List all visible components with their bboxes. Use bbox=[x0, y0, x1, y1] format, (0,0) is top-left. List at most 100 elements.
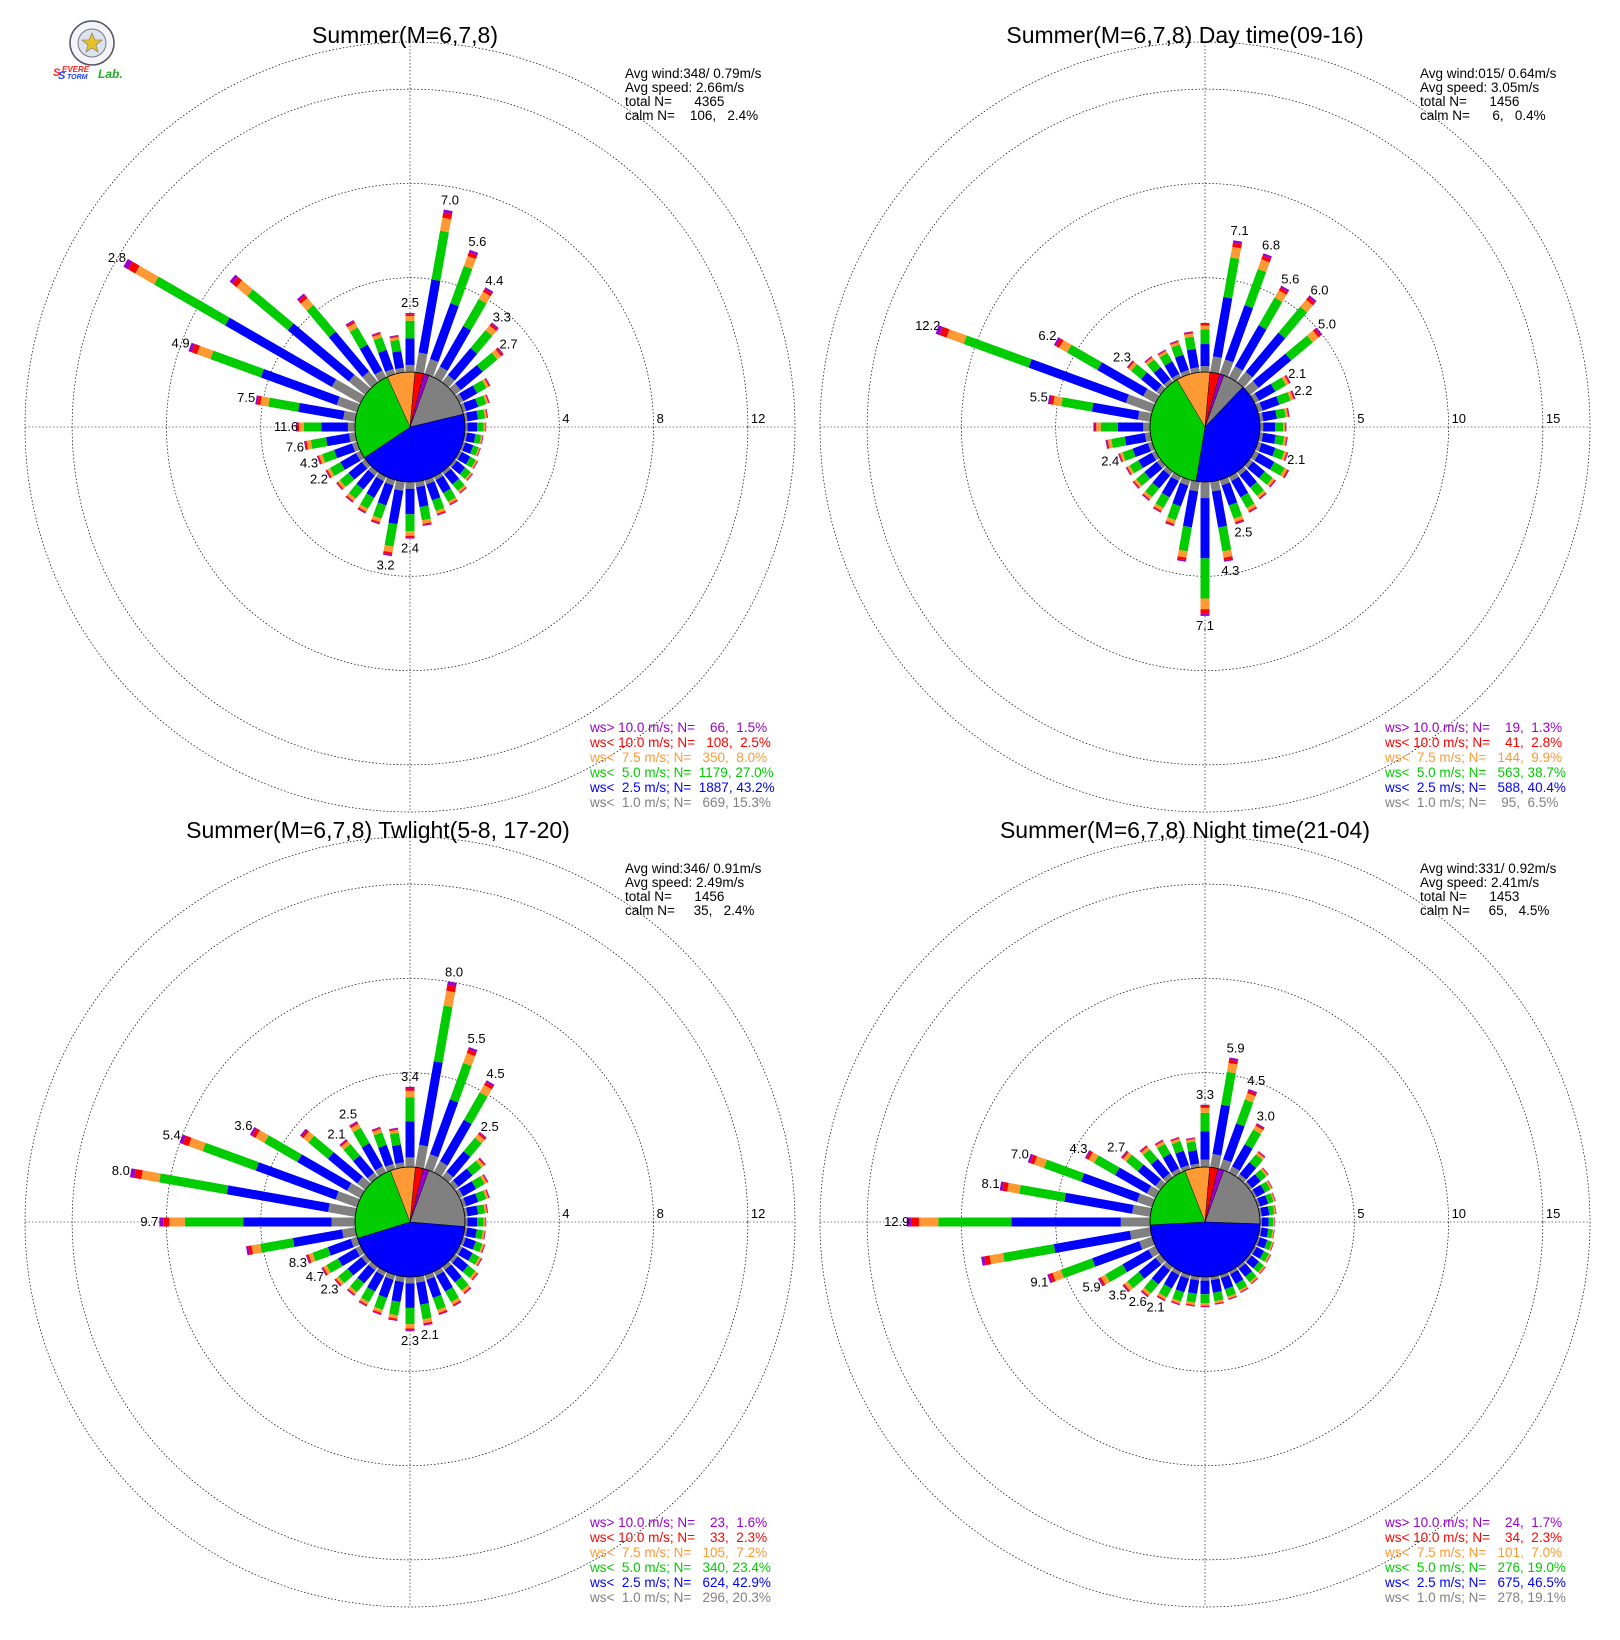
sector-bar-segment bbox=[486, 394, 490, 403]
sector-bar-segment bbox=[1261, 1217, 1269, 1227]
sector-bar-segment bbox=[1227, 1293, 1237, 1299]
sector-bar-segment bbox=[196, 345, 214, 360]
sector-bar-segment bbox=[346, 492, 356, 502]
sector-bar-segment bbox=[1245, 332, 1286, 378]
bar-value-label: 7.0 bbox=[1011, 1147, 1029, 1162]
sector-bar-segment bbox=[1133, 480, 1140, 489]
sector-bar-segment bbox=[339, 472, 355, 487]
sector-bar bbox=[321, 1245, 365, 1276]
sector-bar-segment bbox=[322, 1266, 328, 1276]
sector-bar-segment bbox=[438, 1311, 448, 1316]
sector-bar-segment bbox=[1143, 422, 1151, 432]
sector-bar bbox=[1047, 395, 1152, 422]
sector-bar bbox=[1176, 480, 1200, 562]
bar-value-label: 11.6 bbox=[274, 419, 298, 434]
sector-bar-segment bbox=[466, 410, 479, 422]
bar-value-label: 7.6 bbox=[286, 439, 304, 454]
sector-bar-segment bbox=[1151, 1264, 1171, 1285]
sector-bar-segment bbox=[1260, 1181, 1271, 1193]
sector-bar-segment bbox=[1230, 246, 1242, 259]
range-ring bbox=[961, 978, 1449, 1466]
sector-bar-segment bbox=[1142, 493, 1151, 501]
sector-bar-segment bbox=[1172, 1289, 1185, 1302]
sector-bar-segment bbox=[252, 1128, 260, 1138]
sector-bar-segment bbox=[474, 1256, 482, 1266]
sector-bar bbox=[1259, 422, 1287, 432]
sector-bar-segment bbox=[1283, 470, 1290, 479]
sector-bar-segment bbox=[430, 303, 459, 362]
sector-bar-segment bbox=[1086, 1150, 1093, 1160]
stat-line: total N= 1456 bbox=[1420, 94, 1519, 109]
sector-bar-segment bbox=[1255, 402, 1263, 413]
sector-bar-segment bbox=[405, 1157, 415, 1167]
logo-text-s2: S bbox=[58, 70, 66, 82]
sector-bar-segment bbox=[1264, 1253, 1271, 1263]
sector-bar-segment bbox=[1259, 396, 1280, 411]
sector-bar-segment bbox=[431, 497, 445, 512]
sector-bar-segment bbox=[1136, 1193, 1155, 1208]
sector-bar-segment bbox=[1171, 1141, 1184, 1154]
sector-bar-segment bbox=[984, 1255, 992, 1266]
sector-bar-segment bbox=[1235, 1279, 1248, 1291]
legend-entry: ws> 10.0 m/s; N= 24, 1.7% bbox=[1384, 1515, 1562, 1530]
sector-bar bbox=[441, 322, 499, 388]
sector-bar-segment bbox=[1272, 1192, 1276, 1202]
sector-bar-segment bbox=[383, 550, 393, 555]
sector-bar-segment bbox=[1246, 1174, 1261, 1189]
sector-bar-segment bbox=[1258, 1227, 1262, 1237]
legend-entry: ws< 5.0 m/s; N= 340, 23.4% bbox=[589, 1560, 771, 1575]
sector-bar bbox=[389, 1127, 405, 1169]
sector-bar-segment bbox=[1047, 395, 1052, 405]
sector-bar bbox=[389, 334, 405, 374]
panel-title: Summer(M=6,7,8) Night time(21-04) bbox=[1000, 817, 1370, 843]
sector-bar-segment bbox=[1061, 397, 1094, 412]
sector-bar-segment bbox=[484, 287, 494, 294]
sector-bar bbox=[415, 480, 432, 527]
sector-bar-segment bbox=[463, 1053, 476, 1066]
sector-bar-segment bbox=[989, 1253, 1005, 1265]
sector-bar-segment bbox=[179, 1134, 187, 1145]
sector-bar-segment bbox=[268, 397, 300, 412]
sector-bar-segment bbox=[1157, 349, 1166, 355]
sector-bar-segment bbox=[1308, 295, 1317, 303]
sector-bar bbox=[1140, 1261, 1174, 1298]
sector-bar-segment bbox=[1180, 1164, 1191, 1172]
sector-bar-segment bbox=[470, 330, 493, 354]
sector-bar-segment bbox=[377, 482, 394, 506]
sector-bar bbox=[1141, 466, 1174, 501]
sector-bar bbox=[1250, 374, 1291, 404]
sector-bar-segment bbox=[462, 1237, 476, 1250]
sector-bar-segment bbox=[1200, 1104, 1210, 1107]
bar-value-label: 2.7 bbox=[500, 336, 518, 351]
sector-bar-segment bbox=[472, 1241, 483, 1253]
sector-bar-segment bbox=[1200, 1303, 1210, 1306]
sector-bar-segment bbox=[463, 1193, 479, 1207]
sector-bar-segment bbox=[355, 450, 365, 461]
sector-bar-segment bbox=[1239, 469, 1257, 488]
sector-bar-segment bbox=[360, 493, 375, 509]
sector-bar-segment bbox=[485, 1080, 495, 1087]
sector-bar-segment bbox=[1171, 1300, 1181, 1305]
bar-value-label: 2.6 bbox=[1129, 1294, 1147, 1309]
sector-bar bbox=[1084, 1150, 1160, 1199]
sector-bar-segment bbox=[455, 364, 483, 391]
bar-value-label: 7.1 bbox=[1196, 618, 1214, 633]
sector-bar-segment bbox=[245, 1245, 250, 1256]
sector-bar-segment bbox=[251, 1243, 262, 1255]
sector-bar-segment bbox=[1126, 1154, 1144, 1172]
bar-value-label: 2.8 bbox=[108, 250, 126, 265]
sector-bar bbox=[1157, 349, 1182, 382]
sector-bar-segment bbox=[331, 1217, 355, 1227]
sector-bar-segment bbox=[1256, 490, 1266, 499]
ring-label: 15 bbox=[1546, 411, 1560, 426]
sector-bar-segment bbox=[371, 1127, 381, 1132]
sector-bar-segment bbox=[1250, 1189, 1258, 1199]
sector-bar-segment bbox=[300, 297, 314, 311]
logo-text-s1: S bbox=[53, 67, 61, 79]
sector-bar-segment bbox=[1081, 1173, 1140, 1202]
sector-bar-segment bbox=[466, 473, 473, 481]
sector-bar-segment bbox=[1176, 558, 1187, 562]
sector-bar-segment bbox=[1250, 1277, 1259, 1285]
sector-bar-segment bbox=[128, 261, 140, 274]
sector-bar-segment bbox=[389, 334, 399, 338]
